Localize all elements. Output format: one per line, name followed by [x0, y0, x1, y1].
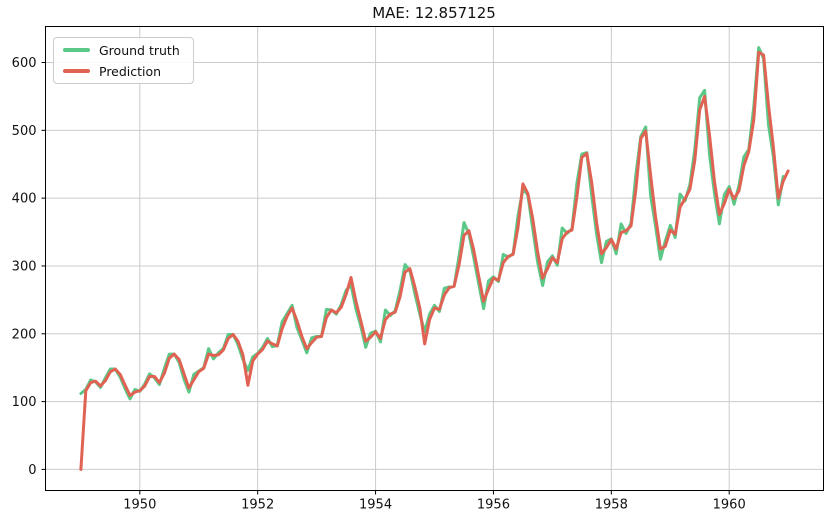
x-tick-label: 1952 [241, 498, 274, 513]
axes-spines [45, 26, 824, 491]
x-tick-label: 1956 [477, 498, 510, 513]
y-tick-label: 200 [12, 327, 37, 342]
y-tick-label: 500 [12, 124, 37, 139]
chart-title: MAE: 12.857125 [372, 4, 496, 22]
x-tick-label: 1960 [713, 498, 746, 513]
y-tick-label: 600 [12, 56, 37, 71]
series-line-prediction [79, 50, 790, 471]
x-tick-label: 1958 [595, 498, 628, 513]
x-tick-label: 1954 [359, 498, 392, 513]
prediction-line-swatch [63, 69, 90, 73]
legend: Ground truth Prediction [53, 37, 194, 84]
y-tick-label: 100 [12, 395, 37, 410]
legend-label-ground-truth: Ground truth [99, 42, 180, 58]
y-tick-label: 0 [28, 463, 36, 478]
ground-truth-line-swatch [63, 48, 90, 52]
legend-label-prediction: Prediction [99, 63, 162, 79]
legend-item-prediction: Prediction [54, 62, 193, 80]
y-tick-label: 300 [12, 259, 37, 274]
y-tick-label: 400 [12, 192, 37, 207]
x-tick-label: 1950 [123, 498, 156, 513]
legend-item-ground-truth: Ground truth [54, 41, 193, 59]
